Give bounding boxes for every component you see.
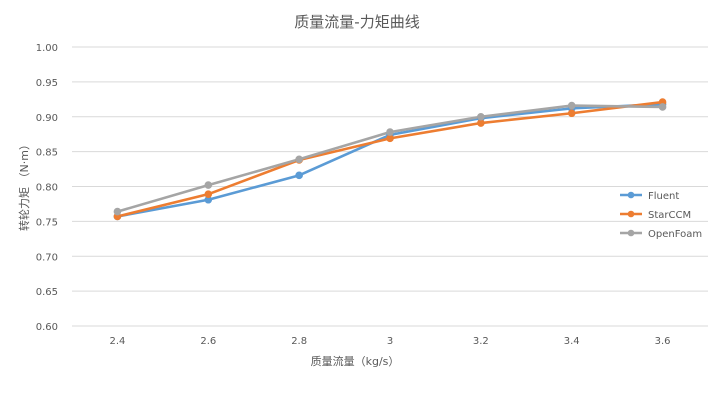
data-point-openfoam bbox=[204, 181, 213, 189]
y-tick-label: 0.65 bbox=[36, 287, 58, 298]
data-point-openfoam bbox=[386, 128, 394, 136]
legend-label: Fluent bbox=[648, 191, 679, 202]
legend-marker-openfoam bbox=[627, 229, 635, 237]
data-point-openfoam bbox=[477, 112, 485, 121]
legend-marker-fluent bbox=[627, 191, 635, 199]
x-tick-label: 2.6 bbox=[200, 336, 216, 347]
legend-marker-starccm bbox=[627, 210, 635, 218]
y-tick-label: 0.95 bbox=[36, 78, 58, 89]
data-point-fluent bbox=[295, 171, 303, 180]
data-point-starccm bbox=[386, 134, 394, 143]
x-axis-title: 质量流量（kg/s） bbox=[311, 354, 400, 368]
data-point-openfoam bbox=[658, 103, 667, 111]
data-point-openfoam bbox=[113, 207, 122, 216]
data-point-starccm bbox=[477, 119, 485, 127]
x-tick-label: 3.6 bbox=[655, 336, 671, 347]
y-tick-label: 1.00 bbox=[36, 43, 58, 54]
x-tick-label: 2.4 bbox=[109, 336, 125, 347]
x-tick-label: 3.4 bbox=[564, 336, 580, 347]
data-point-openfoam bbox=[295, 155, 303, 164]
y-tick-label: 0.70 bbox=[36, 252, 58, 263]
series-points bbox=[113, 98, 667, 221]
legend-label: StarCCM bbox=[648, 210, 691, 221]
data-point-starccm bbox=[567, 109, 576, 118]
data-point-starccm bbox=[204, 190, 213, 198]
y-tick-label: 0.75 bbox=[36, 217, 58, 228]
x-tick-label: 2.8 bbox=[291, 336, 307, 347]
y-tick-label: 0.90 bbox=[36, 113, 58, 124]
y-tick-label: 0.60 bbox=[36, 322, 58, 333]
y-tick-label: 0.85 bbox=[36, 148, 58, 159]
gridlines bbox=[72, 46, 708, 327]
chart-title: 质量流量-力矩曲线 bbox=[294, 13, 419, 31]
x-axis-ticks: 2.4 2.6 2.8 3 3.2 3.4 3.6 bbox=[109, 336, 670, 347]
y-axis-ticks: 0.60 0.65 0.70 0.75 0.80 0.85 0.90 0.95 1.00 bbox=[36, 43, 58, 333]
y-tick-label: 0.80 bbox=[36, 183, 58, 194]
x-tick-label: 3 bbox=[387, 336, 393, 347]
legend: Fluent StarCCM OpenFoam bbox=[620, 191, 702, 240]
y-axis-title: 转轮力矩 （N·m） bbox=[17, 139, 31, 231]
data-point-openfoam bbox=[567, 101, 576, 110]
legend-label: OpenFoam bbox=[648, 229, 702, 240]
x-tick-label: 3.2 bbox=[473, 336, 489, 347]
